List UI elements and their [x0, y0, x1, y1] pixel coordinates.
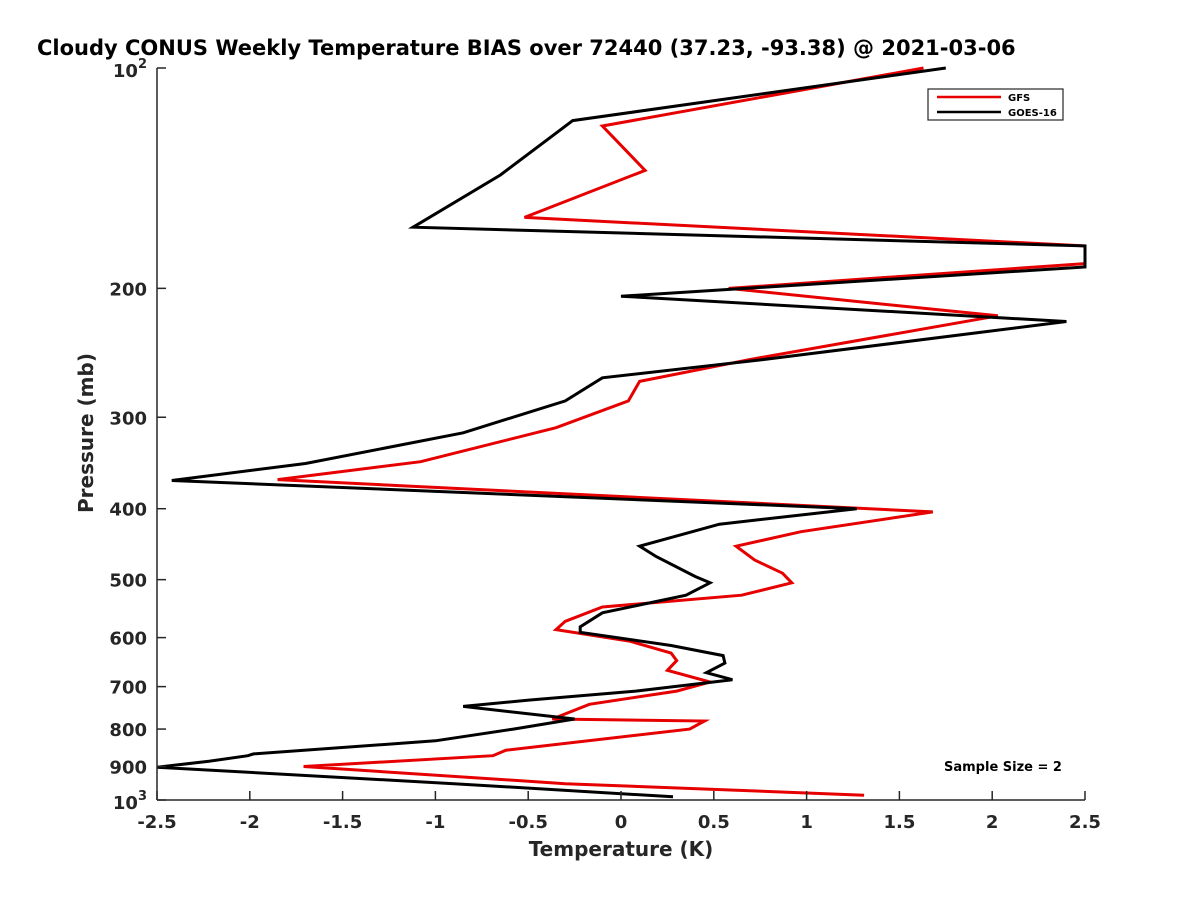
- chart-title: Cloudy CONUS Weekly Temperature BIAS ove…: [37, 36, 1016, 60]
- x-tick-label: 0.5: [698, 812, 730, 833]
- legend: GFS GOES-16: [927, 88, 1064, 121]
- x-tick-label: -2: [240, 812, 260, 833]
- x-tick-label: -1: [425, 812, 445, 833]
- y-tick-label: 200: [109, 279, 147, 300]
- x-tick-label: -0.5: [509, 812, 548, 833]
- y-tick-label: 600: [109, 629, 147, 650]
- y-tick-label: 700: [109, 678, 147, 699]
- x-tick-label: -1.5: [323, 812, 362, 833]
- y-tick-label: 500: [109, 571, 147, 592]
- y-tick-label: 102: [113, 57, 147, 82]
- sample-size-annotation: Sample Size = 2: [944, 760, 1062, 775]
- legend-label: GFS: [1008, 93, 1030, 104]
- x-tick-label: 2.5: [1069, 812, 1101, 833]
- y-axis-ticks: 102 200 300 400 500 600 700 800 900 103: [109, 57, 166, 814]
- plot-area: [156, 66, 1087, 799]
- x-tick-label: 1.5: [883, 812, 915, 833]
- series-line-goes-16: [156, 66, 1087, 799]
- x-tick-label: 2: [986, 812, 999, 833]
- y-tick-label: 900: [109, 758, 147, 779]
- y-tick-label: 300: [109, 408, 147, 429]
- y-tick-label: 800: [109, 720, 147, 741]
- legend-label: GOES-16: [1008, 108, 1057, 119]
- x-tick-label: 1: [800, 812, 813, 833]
- x-tick-label: 0: [615, 812, 628, 833]
- y-axis-label: Pressure (mb): [74, 353, 98, 513]
- x-axis-ticks: -2.5 -2 -1.5 -1 -0.5 0 0.5 1 1.5 2 2.5: [137, 791, 1101, 833]
- y-tick-label: 400: [109, 500, 147, 521]
- y-tick-label: 103: [113, 789, 147, 814]
- x-axis-label: Temperature (K): [529, 837, 714, 861]
- legend-box: [927, 88, 1064, 121]
- series-line-gfs: [277, 66, 1087, 797]
- x-tick-label: -2.5: [137, 812, 176, 833]
